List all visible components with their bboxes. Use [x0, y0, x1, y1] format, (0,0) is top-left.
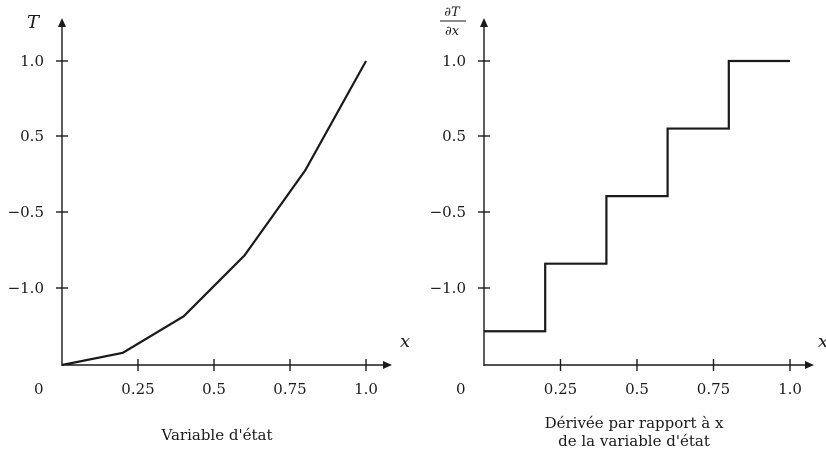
x-tick-label: 0.75: [697, 380, 730, 398]
x-axis-label: x: [400, 331, 410, 352]
y-axis-label: T: [27, 12, 41, 33]
y-tick-label: 0.5: [20, 127, 44, 145]
x-axis-arrow: [383, 361, 392, 369]
y-axis-arrow: [58, 18, 66, 27]
y-tick-label: −1.0: [8, 279, 44, 297]
x-tick-label: 1.0: [778, 380, 802, 398]
y-tick-label: 0.5: [442, 127, 466, 145]
y-tick-label: −0.5: [430, 203, 466, 221]
y-axis-arrow: [480, 18, 488, 27]
x-tick-label: 0.5: [625, 380, 649, 398]
y-axis-label-denominator: ∂x: [445, 24, 460, 39]
chart-title-line2: de la variable d'état: [558, 432, 710, 450]
panel-state-variable: 1.0 0.5 −0.5 −1.0 0.25 0.5 0.75 1.0 T x 0 Varia…: [8, 12, 411, 444]
x-tick-label: 1.0: [354, 380, 378, 398]
origin-label: 0: [456, 380, 466, 398]
y-axis-label: ∂T ∂x: [440, 5, 466, 39]
x-tick-label: 0.25: [121, 380, 154, 398]
data-series-line: [61, 60, 367, 367]
x-axis-arrow: [805, 361, 814, 369]
y-tick-label: −1.0: [430, 279, 466, 297]
y-tick-label: 1.0: [442, 52, 466, 70]
chart-title: Dérivée par rapport à x: [545, 414, 724, 432]
data-series-line: [484, 59, 790, 333]
y-axis-label-numerator: ∂T: [444, 5, 461, 20]
y-tick-label: 1.0: [20, 52, 44, 70]
y-tick-label: −0.5: [8, 203, 44, 221]
x-tick-label: 0.75: [273, 380, 306, 398]
x-axis-label: x: [818, 331, 826, 352]
chart-title: Variable d'état: [161, 426, 273, 444]
origin-label: 0: [34, 380, 44, 398]
panel-derivative: 1.0 0.5 −0.5 −1.0 0.25 0.5 0.75 1.0 ∂T ∂x x 0 D…: [430, 5, 826, 450]
x-tick-label: 0.25: [544, 380, 577, 398]
x-tick-label: 0.5: [202, 380, 226, 398]
